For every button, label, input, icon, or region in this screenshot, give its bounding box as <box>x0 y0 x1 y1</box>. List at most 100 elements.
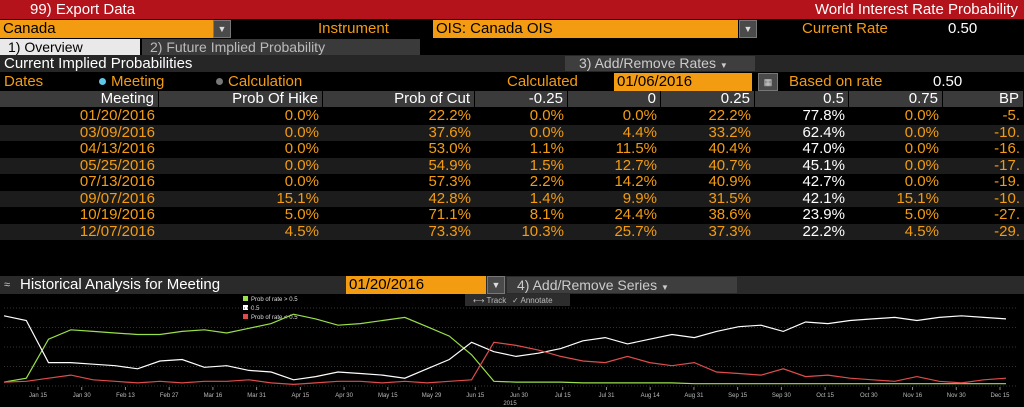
add-remove-rates-label: 3) Add/Remove Rates <box>579 55 716 71</box>
column-header[interactable]: -0.25 <box>476 91 568 107</box>
calculated-date-input[interactable]: 01/06/2016 <box>614 73 752 91</box>
window-title: World Interest Rate Probability <box>814 1 1018 18</box>
meeting-date-select[interactable]: 01/20/2016 <box>346 276 486 294</box>
x-tick-label: Mar 16 <box>204 393 223 399</box>
table-cell: 38.6% <box>708 206 751 223</box>
chevron-down-icon[interactable]: ▼ <box>739 20 757 38</box>
section-title: Current Implied Probabilities <box>4 55 193 72</box>
based-on-rate-value: 0.50 <box>933 73 963 90</box>
table-cell: 22.2% <box>428 107 471 124</box>
meeting-date-cell: 12/07/2016 <box>79 222 155 240</box>
meeting-date-cell: 04/13/2016 <box>79 140 155 157</box>
table-cell: 9.9% <box>622 189 657 207</box>
series-line-1 <box>3 315 1007 381</box>
table-cell: 4.5% <box>904 222 939 240</box>
tab-future-implied-probability[interactable]: 2) Future Implied Probability <box>142 39 420 55</box>
chart-svg[interactable]: ⟷ Track ✓ Annotate Prob of rate > 0.5 0.5… <box>0 294 1024 407</box>
table-cell: 53.0% <box>428 140 471 157</box>
x-tick-label: Nov 30 <box>947 393 967 399</box>
column-header[interactable]: Prob of Cut <box>324 91 475 107</box>
table-row[interactable]: 07/13/2016 0.0% 57.3% 2.2% 14.2% 40.9% 42.7% 0.… <box>0 173 1024 191</box>
legend-swatch <box>243 305 248 310</box>
table-cell: 0.0% <box>904 156 939 174</box>
x-tick-label: Apr 15 <box>292 393 310 399</box>
calculation-option[interactable]: Calculation <box>228 73 303 90</box>
x-tick-label: Dec 15 <box>990 393 1010 399</box>
radio-selected-icon[interactable] <box>99 78 106 85</box>
column-header[interactable]: 0 <box>569 91 661 107</box>
table-cell: -29. <box>994 222 1020 240</box>
chart-x-axis: Jan 15 Jan 30 Feb 13 Feb 27 Mar 16 Mar 31 Apr … <box>29 387 1010 407</box>
table-cell: 73.3% <box>428 222 471 240</box>
dates-row: Dates Meeting Calculation Calculated 01/… <box>0 72 1024 91</box>
column-header[interactable]: 0.5 <box>756 91 849 107</box>
x-tick-label: Feb 27 <box>160 393 179 399</box>
table-cell: 15.1% <box>896 189 939 207</box>
table-cell: 0.0% <box>284 173 319 190</box>
x-tick-label: Nov 16 <box>903 393 923 399</box>
column-header[interactable]: Meeting <box>0 91 159 107</box>
track-button[interactable]: ⟷ Track <box>473 296 507 305</box>
add-remove-series-button[interactable]: 4) Add/Remove Series ▼ <box>507 277 737 293</box>
table-cell: 10.3% <box>521 222 564 240</box>
column-header[interactable]: 0.75 <box>850 91 943 107</box>
table-cell: 62.4% <box>802 123 845 141</box>
table-cell: 1.1% <box>529 140 564 157</box>
table-cell: 8.1% <box>529 206 564 223</box>
radio-unselected-icon[interactable] <box>216 78 223 85</box>
annotate-button[interactable]: ✓ Annotate <box>512 296 553 305</box>
country-select[interactable]: Canada <box>0 20 213 38</box>
meeting-date-cell: 05/25/2016 <box>79 156 155 174</box>
calendar-icon[interactable]: ▦ <box>758 73 778 91</box>
current-rate-label: Current Rate <box>802 20 888 37</box>
export-data-button[interactable]: 99) Export Data <box>30 1 136 18</box>
meeting-option[interactable]: Meeting <box>111 73 165 90</box>
historical-chart[interactable]: ⟷ Track ✓ Annotate Prob of rate > 0.5 0.5… <box>0 294 1024 407</box>
tab-overview[interactable]: 1) Overview <box>0 39 140 55</box>
table-row[interactable]: 10/19/2016 5.0% 71.1% 8.1% 24.4% 38.6% 23.9% 5.… <box>0 206 1024 224</box>
x-tick-label: Feb 13 <box>116 393 135 399</box>
table-cell: 0.0% <box>904 173 939 190</box>
instrument-select[interactable]: OIS: Canada OIS <box>433 20 738 38</box>
column-header[interactable]: 0.25 <box>662 91 755 107</box>
historical-header: ≈ Historical Analysis for Meeting 01/20/… <box>0 276 1024 294</box>
series-line-0 <box>3 313 1006 385</box>
table-cell: -16. <box>994 140 1020 157</box>
table-row[interactable]: 09/07/2016 15.1% 42.8% 1.4% 9.9% 31.5% 42.1% 15… <box>0 189 1024 207</box>
x-tick-label: Jan 30 <box>73 393 92 399</box>
section-header: Current Implied Probabilities 3) Add/Rem… <box>0 55 1024 72</box>
table-cell: 14.2% <box>614 173 657 190</box>
add-remove-rates-button[interactable]: 3) Add/Remove Rates ▼ <box>565 56 755 71</box>
table-row[interactable]: 05/25/2016 0.0% 54.9% 1.5% 12.7% 40.7% 45.1% 0.… <box>0 156 1024 174</box>
x-tick-label: Mar 31 <box>247 393 266 399</box>
table-cell: 23.9% <box>802 206 845 223</box>
chevron-down-icon[interactable]: ▼ <box>213 20 231 38</box>
chevron-down-icon[interactable]: ▼ <box>487 276 505 294</box>
table-row[interactable]: 03/09/2016 0.0% 37.6% 0.0% 4.4% 33.2% 62.4% 0.0… <box>0 123 1024 141</box>
table-row[interactable]: 01/20/2016 0.0% 22.2% 0.0% 0.0% 22.2% 77.8% 0.0… <box>0 107 1024 125</box>
table-row[interactable]: 04/13/2016 0.0% 53.0% 1.1% 11.5% 40.4% 47.0% 0.… <box>0 140 1024 158</box>
table-cell: 37.6% <box>428 123 471 141</box>
table-cell: 5.0% <box>904 206 939 223</box>
table-cell: 0.0% <box>904 123 939 141</box>
calculated-label: Calculated <box>507 73 578 90</box>
meeting-date-cell: 07/13/2016 <box>79 173 155 190</box>
historical-title: Historical Analysis for Meeting <box>20 276 221 293</box>
chart-legend: Prob of rate > 0.5 0.5 Prob of rate < 0.5 <box>243 296 298 321</box>
x-tick-label: Jun 30 <box>510 393 529 399</box>
x-tick-label: Jul 31 <box>598 393 615 399</box>
table-cell: -10. <box>994 189 1020 207</box>
table-cell: 42.8% <box>428 189 471 207</box>
table-cell: 1.4% <box>529 189 564 207</box>
x-tick-label: Sep 15 <box>728 393 748 399</box>
column-header[interactable]: Prob Of Hike <box>160 91 323 107</box>
x-tick-label: Aug 31 <box>684 393 704 399</box>
table-cell: -19. <box>994 173 1020 190</box>
collapse-icon[interactable]: ≈ <box>4 279 11 291</box>
table-cell: 71.1% <box>428 206 471 223</box>
table-cell: 4.4% <box>622 123 657 141</box>
legend-label: 0.5 <box>251 306 260 312</box>
column-header[interactable]: BP <box>944 91 1024 107</box>
table-row[interactable]: 12/07/2016 4.5% 73.3% 10.3% 25.7% 37.3% 22.2% 4… <box>0 222 1024 240</box>
table-cell: 0.0% <box>284 140 319 157</box>
